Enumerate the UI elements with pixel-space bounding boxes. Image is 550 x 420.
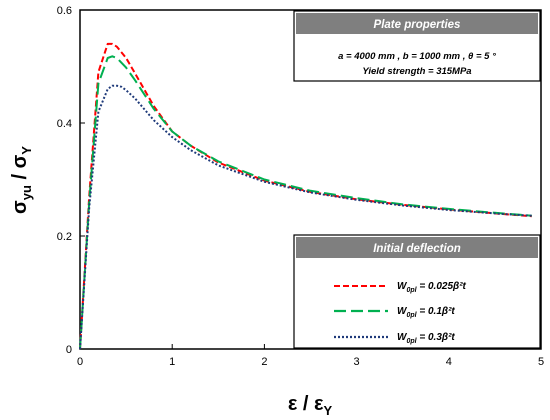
legend-title: Initial deflection: [373, 243, 461, 255]
plate-properties-yield: Yield strength = 315MPa: [362, 66, 471, 77]
y-tick-label: 0: [66, 344, 72, 356]
x-tick-label: 3: [354, 356, 360, 368]
x-tick-label: 5: [538, 356, 544, 368]
x-tick-label: 2: [261, 356, 267, 368]
plate-properties-header: [296, 13, 538, 34]
svg-text:σyu / σY: σyu / σY: [9, 146, 34, 214]
legend-header: [296, 237, 538, 258]
y-tick-label: 0.4: [57, 118, 72, 130]
series-group: [79, 42, 532, 350]
legend-label-0.025: W0pl = 0.025β²t: [397, 281, 467, 294]
initial-deflection-legend: Initial deflection W0pl = 0.025β²t W0pl …: [293, 234, 541, 349]
y-tick-label: 0.6: [57, 5, 72, 17]
legend-label-0.1: W0pl = 0.1β²t: [397, 306, 455, 319]
legend-label-0.3: W0pl = 0.3β²t: [397, 332, 455, 345]
x-tick-label: 4: [446, 356, 452, 368]
x-tick-label: 1: [169, 356, 175, 368]
x-axis-label: ε / εY: [288, 393, 333, 418]
plate-properties-dimensions: a = 4000 mm , b = 1000 mm , θ = 5 °: [338, 51, 496, 62]
plate-properties-title: Plate properties: [374, 19, 461, 31]
series-line-2: [79, 84, 532, 350]
y-tick-label: 0.2: [57, 231, 72, 243]
plate-properties-box: Plate properties a = 4000 mm , b = 1000 …: [293, 10, 541, 82]
series-line-1: [79, 55, 532, 350]
x-tick-label: 0: [77, 356, 83, 368]
y-axis-label: σyu / σY: [9, 146, 34, 214]
